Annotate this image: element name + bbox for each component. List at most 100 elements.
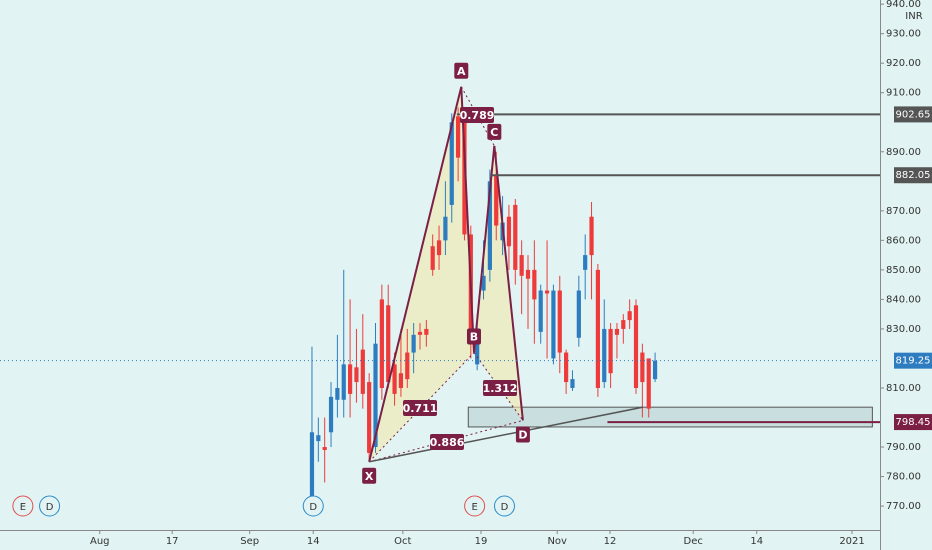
price-tag: [894, 167, 932, 184]
zone: [467, 406, 873, 428]
event-marker: [39, 495, 61, 517]
y-tick-label: 860.00: [886, 235, 921, 246]
x-tick-label: Aug: [90, 536, 110, 547]
y-tick-label: 940.00: [886, 0, 921, 10]
ratio-label: 1.312: [483, 382, 518, 395]
candle-body: [392, 364, 397, 394]
candle-body: [398, 373, 404, 388]
ratio-label: 0.886: [430, 436, 465, 449]
price-tag-label: 902.65: [896, 109, 931, 120]
y-tick-label: 830.00: [886, 324, 921, 335]
candle-body: [652, 360, 658, 380]
pattern-point-box: [362, 467, 377, 484]
candle-body: [487, 181, 492, 270]
event-marker: [302, 495, 324, 517]
candle-body: [576, 290, 581, 338]
candle-body: [475, 328, 480, 365]
candle-body: [519, 255, 524, 276]
candle-body: [417, 331, 423, 335]
x-tick-label: Oct: [394, 536, 411, 547]
x-tick-label: 17: [166, 536, 179, 547]
candle-body: [570, 379, 575, 388]
candle-body: [595, 269, 600, 388]
candle-body: [424, 328, 429, 335]
ratio-label: 0.789: [460, 109, 495, 122]
y-tick-label: 770.00: [886, 501, 921, 512]
candle-body: [640, 352, 645, 383]
candle-body: [589, 216, 594, 256]
candle-body: [538, 290, 543, 332]
pattern-point-label: X: [365, 470, 374, 483]
event-marker: [12, 495, 34, 517]
price-tag: [894, 106, 932, 123]
candle-body: [481, 275, 486, 291]
x-tick-label: Dec: [684, 536, 703, 547]
ratio-box: [483, 380, 517, 396]
event-marker: [493, 495, 515, 517]
event-label: D: [46, 502, 54, 513]
x-tick-label: Nov: [547, 536, 567, 547]
candle-body: [564, 352, 569, 383]
candle-body: [405, 352, 410, 380]
y-tick-label: 930.00: [886, 29, 921, 40]
candle-body: [367, 382, 372, 453]
candle-body: [525, 269, 531, 279]
candle-body: [322, 447, 327, 450]
ratio-box: [460, 107, 494, 123]
candle-body: [544, 290, 550, 294]
pattern-triangle-bcd: [473, 145, 523, 421]
pattern-point-label: C: [490, 126, 498, 139]
price-tag-label: 798.45: [896, 417, 931, 428]
x-tick-label: 14: [307, 536, 320, 547]
y-tick-label: 850.00: [886, 265, 921, 276]
candle-body: [449, 122, 454, 205]
y-tick-label: 810.00: [886, 383, 921, 394]
candle-body: [621, 320, 626, 329]
candle-body: [360, 349, 365, 394]
pattern-point-label: A: [457, 65, 466, 78]
candle-body: [608, 328, 613, 374]
pattern-leg: [460, 86, 475, 353]
candle-body: [557, 290, 562, 353]
event-label: D: [309, 502, 317, 513]
pattern-point-box: [466, 328, 481, 345]
y-tick-label: 910.00: [886, 88, 921, 99]
currency: INR: [905, 11, 922, 22]
y-tick-label: 780.00: [886, 472, 921, 483]
event-label: E: [20, 502, 26, 513]
y-tick-label: 870.00: [886, 206, 921, 217]
candle-body: [551, 290, 556, 359]
candle-body: [646, 358, 651, 409]
candle-body: [494, 175, 499, 226]
y-tick-label: 840.00: [886, 294, 921, 305]
candle-body: [513, 204, 518, 270]
candle-body: [506, 216, 512, 247]
candle-body: [354, 367, 359, 383]
price-tag: [894, 352, 932, 369]
ratio-box: [403, 400, 437, 416]
pattern-leg: [369, 419, 524, 463]
candle-body: [532, 269, 537, 300]
x-tick-label: 14: [750, 536, 763, 547]
pattern-leg: [472, 145, 496, 353]
pattern-point-box: [515, 426, 530, 443]
candle-body: [341, 364, 346, 400]
candle-body: [436, 240, 442, 256]
candle-body: [614, 328, 620, 335]
event-label: D: [501, 502, 509, 513]
candle-body: [379, 299, 384, 388]
candle-body: [456, 116, 461, 158]
event-marker: [464, 495, 486, 517]
candle-body: [373, 343, 378, 448]
price-tag-label: 882.05: [896, 170, 931, 181]
x-tick-label: 12: [604, 536, 617, 547]
candle-body: [386, 305, 391, 383]
candle-body: [633, 305, 639, 388]
candle-body: [335, 387, 340, 400]
trendline: [369, 406, 644, 463]
candle-body: [316, 435, 321, 442]
y-tick-label: 790.00: [886, 442, 921, 453]
candle-body: [583, 255, 588, 270]
event-label: E: [471, 502, 477, 513]
x-tick-label: Sep: [240, 536, 259, 547]
